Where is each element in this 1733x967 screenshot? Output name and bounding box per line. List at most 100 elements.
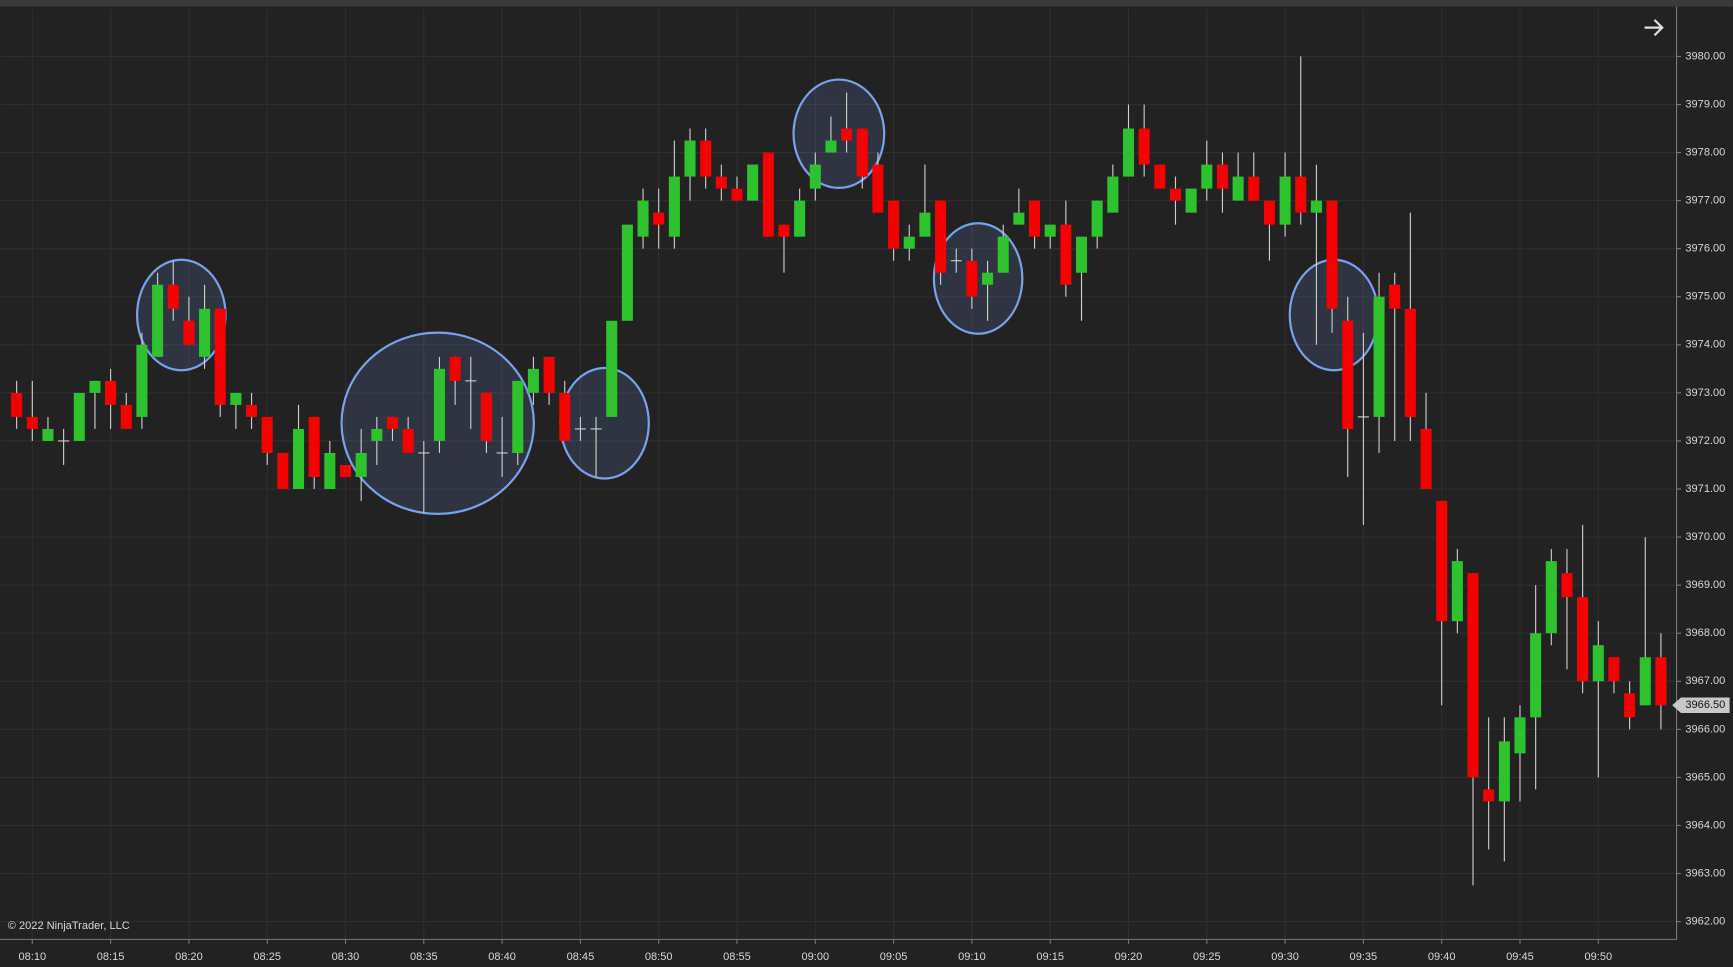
x-tick-label: 09:00 bbox=[801, 951, 829, 963]
x-tick-label: 08:15 bbox=[97, 951, 125, 963]
candle-body bbox=[527, 368, 539, 393]
candle-body bbox=[277, 452, 289, 490]
candle-body bbox=[1655, 657, 1667, 706]
candle-body bbox=[1185, 188, 1197, 213]
candle-body bbox=[762, 152, 774, 237]
candle-body bbox=[1514, 717, 1526, 754]
candle-body bbox=[888, 200, 900, 249]
candle-body bbox=[1545, 561, 1557, 634]
y-tick-label: 3971.00 bbox=[1685, 483, 1725, 495]
x-tick-label: 09:35 bbox=[1350, 951, 1378, 963]
grid bbox=[0, 8, 1677, 940]
candle-body bbox=[42, 428, 54, 441]
candle-body bbox=[1608, 657, 1620, 682]
candle-body bbox=[1263, 200, 1275, 225]
highlight-ellipse bbox=[559, 366, 650, 480]
x-tick-label: 09:30 bbox=[1271, 951, 1299, 963]
y-tick-label: 3979.00 bbox=[1685, 98, 1725, 110]
x-tick-label: 08:35 bbox=[410, 951, 438, 963]
candle-body bbox=[684, 140, 696, 177]
x-tick-label: 09:50 bbox=[1584, 951, 1612, 963]
candle-body bbox=[1107, 176, 1119, 213]
candle-body bbox=[1373, 296, 1385, 417]
candle-body bbox=[668, 176, 680, 237]
candle-body bbox=[1404, 308, 1416, 417]
candle-body bbox=[903, 236, 915, 249]
x-tick-label: 09:10 bbox=[958, 951, 986, 963]
candle-body bbox=[11, 392, 23, 417]
candle-body bbox=[1154, 164, 1166, 189]
highlight-ellipse bbox=[136, 258, 227, 372]
candle-body bbox=[700, 140, 712, 177]
candle-body bbox=[1216, 164, 1228, 189]
candle-body bbox=[167, 284, 179, 309]
candle-body bbox=[731, 188, 743, 201]
last-price-label: 3966.50 bbox=[1685, 699, 1725, 711]
candle-body bbox=[966, 260, 978, 297]
copyright: © 2022 NinjaTrader, LLC bbox=[8, 920, 130, 932]
candle-body bbox=[1577, 597, 1589, 682]
candle-body bbox=[778, 224, 790, 237]
candle-body bbox=[1279, 176, 1291, 225]
y-tick-label: 3967.00 bbox=[1685, 675, 1725, 687]
x-tick-label: 09:40 bbox=[1428, 951, 1456, 963]
candle-body bbox=[386, 416, 399, 429]
y-tick-label: 3962.00 bbox=[1685, 916, 1725, 928]
y-tick-label: 3977.00 bbox=[1685, 195, 1725, 207]
candle-body bbox=[1248, 176, 1260, 201]
candle-body bbox=[339, 464, 352, 477]
y-tick-label: 3973.00 bbox=[1685, 387, 1725, 399]
candle-body bbox=[73, 392, 85, 441]
candle-body bbox=[653, 212, 665, 225]
candle-body bbox=[809, 164, 821, 189]
candle-body bbox=[637, 200, 649, 237]
candle-body bbox=[1169, 188, 1182, 201]
y-tick-label: 3968.00 bbox=[1685, 627, 1725, 639]
x-tick-label: 08:30 bbox=[332, 951, 360, 963]
candle-body bbox=[1389, 284, 1401, 309]
candle-body bbox=[715, 176, 727, 189]
y-tick-label: 3963.00 bbox=[1685, 867, 1725, 879]
candle-body bbox=[261, 416, 273, 453]
y-tick-label: 3970.00 bbox=[1685, 531, 1725, 543]
x-tick-label: 09:20 bbox=[1115, 951, 1143, 963]
x-tick-label: 09:05 bbox=[880, 951, 908, 963]
candle-body bbox=[152, 284, 164, 357]
candle-body bbox=[1029, 200, 1041, 237]
candle-body bbox=[1624, 693, 1636, 718]
candle-body bbox=[1295, 176, 1307, 213]
candle-body bbox=[1060, 224, 1072, 285]
candle-body bbox=[480, 392, 492, 441]
candle-body bbox=[1467, 573, 1479, 778]
candle-body bbox=[26, 416, 38, 429]
y-tick-label: 3976.00 bbox=[1685, 243, 1725, 255]
candle-body bbox=[214, 308, 226, 405]
candle-body bbox=[825, 140, 837, 153]
x-tick-label: 08:45 bbox=[567, 951, 595, 963]
x-tick-label: 09:25 bbox=[1193, 951, 1221, 963]
candle-body bbox=[794, 200, 806, 237]
candle-body bbox=[982, 272, 994, 285]
y-tick-label: 3964.00 bbox=[1685, 819, 1725, 831]
x-tick-label: 09:15 bbox=[1036, 951, 1064, 963]
candle-body bbox=[559, 392, 571, 441]
candle-body bbox=[1122, 128, 1135, 177]
highlight-ellipse bbox=[932, 222, 1024, 335]
y-tick-label: 3965.00 bbox=[1685, 771, 1725, 783]
candle-body bbox=[292, 428, 305, 490]
candle-body bbox=[1451, 561, 1463, 622]
candle-body bbox=[1075, 236, 1088, 273]
y-tick-label: 3980.00 bbox=[1685, 50, 1725, 62]
x-tick-label: 08:50 bbox=[645, 951, 673, 963]
candle-body bbox=[872, 164, 884, 213]
candle-body bbox=[402, 428, 414, 453]
highlight-ellipse bbox=[792, 78, 886, 189]
candle-body bbox=[230, 392, 242, 405]
candle-body bbox=[606, 320, 618, 417]
arrow-icon[interactable] bbox=[1644, 19, 1664, 37]
candle-body bbox=[919, 212, 931, 237]
scroll-arrow[interactable] bbox=[1644, 19, 1664, 37]
candle-body bbox=[935, 200, 947, 273]
y-tick-label: 3978.00 bbox=[1685, 146, 1725, 158]
candle-body bbox=[308, 416, 320, 477]
